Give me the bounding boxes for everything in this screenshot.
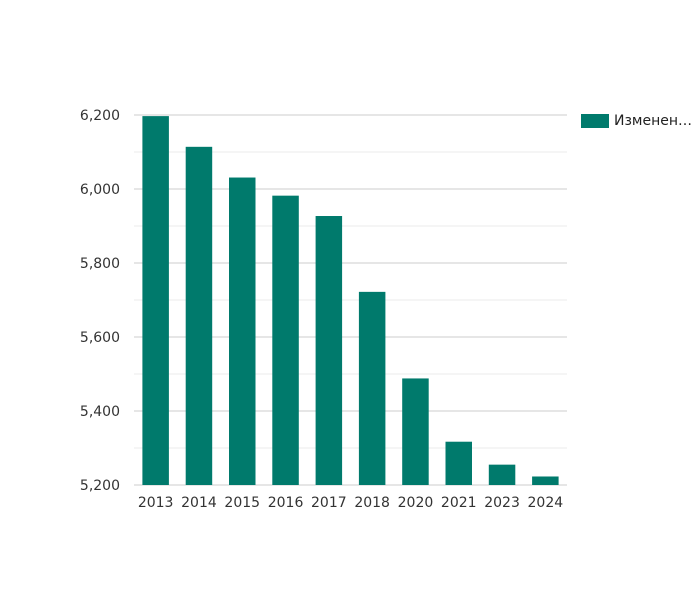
y-tick-label: 5,400 [80, 404, 120, 420]
bar [445, 441, 472, 485]
y-tick-label: 6,000 [80, 182, 120, 198]
x-tick-label: 2013 [138, 495, 174, 511]
bar [402, 378, 429, 485]
y-tick-label: 6,200 [80, 108, 120, 124]
x-tick-label: 2016 [268, 495, 304, 511]
bar [229, 177, 256, 485]
y-tick-label: 5,200 [80, 478, 120, 494]
x-tick-label: 2021 [441, 495, 477, 511]
legend-swatch [581, 114, 609, 128]
bar [315, 216, 343, 485]
bar [185, 146, 213, 485]
x-tick-label: 2024 [528, 495, 564, 511]
x-tick-label: 2015 [224, 495, 260, 511]
legend-label: Изменен… [614, 113, 693, 129]
x-tick-label: 2018 [354, 495, 390, 511]
bar [488, 464, 516, 485]
bar [272, 195, 299, 485]
x-tick-label: 2020 [398, 495, 434, 511]
y-tick-label: 5,800 [80, 256, 120, 272]
bar [532, 476, 559, 485]
bar [358, 291, 386, 485]
x-tick-label: 2017 [311, 495, 347, 511]
y-tick-label: 5,600 [80, 330, 120, 346]
x-tick-label: 2023 [484, 495, 520, 511]
bar [142, 116, 169, 486]
legend[interactable]: Изменен… [581, 113, 692, 129]
x-tick-label: 2014 [181, 495, 217, 511]
